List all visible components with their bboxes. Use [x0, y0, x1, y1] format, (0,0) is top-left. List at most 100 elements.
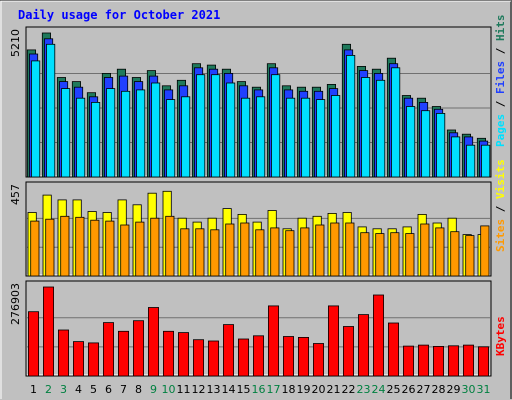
bar-sites-day-7: [120, 224, 130, 277]
bar-sites-day-10: [165, 215, 175, 277]
x-tick-label-day-20: 20: [312, 383, 326, 396]
x-tick-label-day-24: 24: [372, 383, 386, 396]
x-tick-label-day-1: 1: [30, 383, 37, 396]
x-tick-label-day-30: 30: [462, 383, 476, 396]
bar-pages-day-27: [421, 110, 431, 178]
panel-hits: 5210 Pages / Files / Hits: [9, 15, 507, 178]
bar-pages-day-2: [46, 43, 56, 178]
bar-kbytes-day-2: [43, 286, 55, 377]
bar-sites-day-5: [90, 219, 100, 277]
bar-sites-day-27: [420, 223, 430, 277]
bar-pages-day-4: [76, 97, 86, 178]
bar-pages-day-6: [106, 88, 116, 178]
bar-pages-day-14: [226, 82, 236, 178]
bar-sites-day-22: [345, 222, 355, 277]
x-tick-label-day-5: 5: [90, 383, 97, 396]
x-tick-label-day-9: 9: [150, 383, 157, 396]
bar-sites-day-13: [210, 229, 220, 277]
x-axis-tick-labels: 1 2 3 4 5 6 7 8 9 10 11 12 13 14 15 16 17 18 19 20 21 22 23 24 2…: [30, 383, 491, 396]
legend-entry-pages: Pages: [494, 114, 507, 147]
bar-kbytes-day-30: [462, 344, 474, 377]
bar-kbytes-day-15: [237, 338, 249, 377]
bar-kbytes-day-22: [342, 326, 354, 377]
x-tick-label-day-21: 21: [327, 383, 341, 396]
side-legend-hits: Pages / Files / Hits: [494, 15, 507, 148]
bar-sites-day-16: [255, 229, 265, 277]
bar-sites-day-24: [375, 233, 385, 277]
bar-kbytes-day-16: [252, 335, 264, 377]
x-tick-label-day-25: 25: [387, 383, 401, 396]
bar-pages-day-18: [286, 97, 296, 178]
x-tick-label-day-10: 10: [162, 383, 176, 396]
bar-sites-day-26: [405, 233, 415, 277]
bar-kbytes-day-20: [312, 343, 324, 377]
bar-kbytes-day-27: [417, 344, 429, 377]
x-tick-label-day-13: 13: [207, 383, 221, 396]
bar-sites-day-1: [30, 220, 40, 277]
bar-sites-day-17: [270, 227, 280, 277]
x-tick-label-day-19: 19: [297, 383, 311, 396]
legend-entry-kbytes: KBytes: [494, 316, 507, 356]
bar-kbytes-day-10: [162, 330, 174, 377]
bar-kbytes-day-11: [177, 332, 189, 377]
x-tick-label-day-16: 16: [252, 383, 266, 396]
bar-pages-day-3: [61, 88, 71, 178]
bar-sites-day-9: [150, 217, 160, 277]
bar-sites-day-29: [450, 231, 460, 277]
panel-visits: 457 Sites / Visits: [9, 159, 507, 277]
bar-kbytes-day-21: [327, 305, 339, 377]
x-tick-label-day-23: 23: [357, 383, 371, 396]
bar-kbytes-day-14: [222, 324, 234, 377]
x-tick-label-day-28: 28: [432, 383, 446, 396]
bar-pages-day-23: [361, 77, 371, 178]
bar-pages-day-26: [406, 106, 416, 178]
bar-kbytes-day-4: [73, 341, 85, 377]
bar-kbytes-day-12: [192, 339, 204, 377]
bar-sites-day-31: [480, 225, 490, 277]
x-tick-label-day-27: 27: [417, 383, 431, 396]
bar-pages-day-17: [271, 74, 281, 178]
x-tick-label-day-17: 17: [267, 383, 281, 396]
bar-pages-day-13: [211, 74, 221, 178]
bar-pages-day-12: [196, 74, 206, 178]
x-tick-label-day-2: 2: [45, 383, 52, 396]
bar-pages-day-19: [301, 97, 311, 178]
x-tick-label-day-12: 12: [192, 383, 206, 396]
bar-kbytes-day-18: [282, 336, 294, 377]
bar-kbytes-day-26: [402, 345, 414, 377]
bar-pages-day-5: [91, 102, 101, 178]
bar-kbytes-day-6: [103, 322, 115, 377]
bar-pages-day-30: [466, 144, 476, 178]
bar-sites-day-19: [300, 227, 310, 277]
y-max-label-hits: 5210: [9, 29, 22, 57]
bar-pages-day-9: [151, 82, 161, 178]
bar-sites-day-2: [45, 218, 55, 277]
bar-kbytes-day-3: [58, 329, 70, 377]
y-max-label-kbytes: 276903: [9, 283, 22, 325]
bar-pages-day-31: [481, 144, 491, 178]
legend-entry-hits: Hits: [494, 15, 507, 42]
bar-sites-day-14: [225, 223, 235, 277]
bar-kbytes-day-25: [387, 322, 399, 377]
bar-pages-day-11: [181, 96, 191, 178]
legend-separator: /: [494, 94, 507, 114]
bar-kbytes-day-5: [88, 342, 100, 377]
bar-sites-day-8: [135, 221, 145, 277]
bar-pages-day-8: [136, 89, 146, 178]
bar-pages-day-21: [331, 95, 341, 178]
bar-sites-day-4: [75, 216, 85, 277]
x-tick-label-day-6: 6: [105, 383, 112, 396]
bar-pages-day-7: [121, 90, 131, 178]
bar-pages-day-22: [346, 55, 356, 178]
bar-sites-day-21: [330, 222, 340, 277]
bar-kbytes-day-23: [357, 314, 369, 377]
bar-sites-day-30: [465, 235, 475, 277]
bar-kbytes-day-29: [447, 345, 459, 377]
bar-sites-day-11: [180, 228, 190, 277]
bar-sites-day-12: [195, 228, 205, 277]
x-tick-label-day-29: 29: [447, 383, 461, 396]
legend-entry-visits: Visits: [494, 159, 507, 199]
